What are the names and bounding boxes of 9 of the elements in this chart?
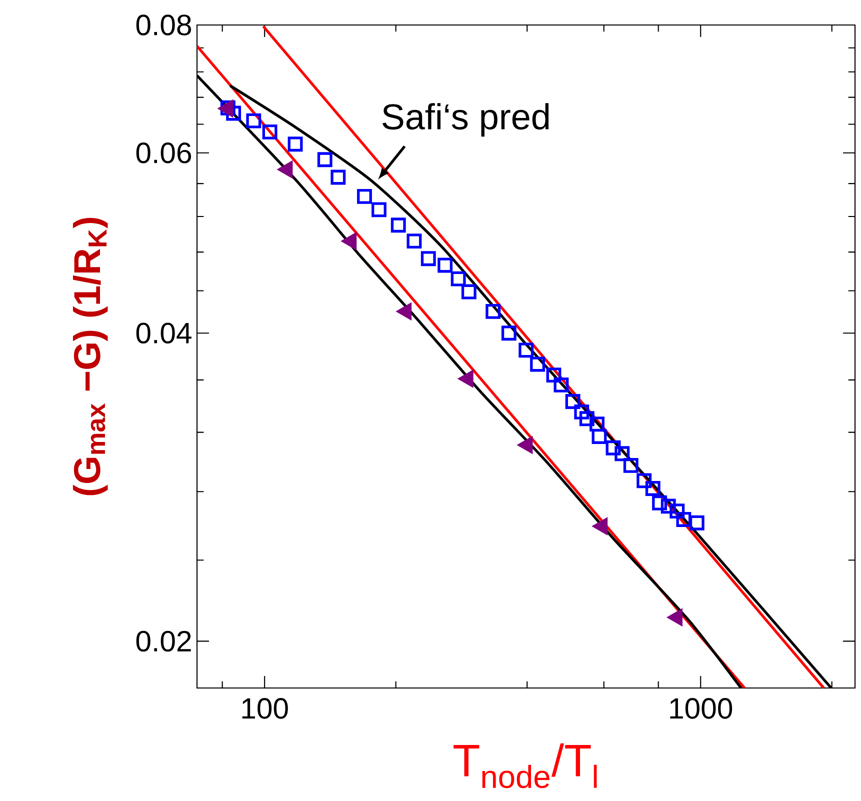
x-tick-label: 1000 (670, 698, 732, 719)
y-tick-label: 0.02 (136, 630, 191, 652)
x-axis-title: T$_{node}$/T$_{l}$ (454, 743, 597, 788)
x-tick-label: 100 (242, 698, 288, 719)
annotation: Safi‘s pred (382, 103, 549, 137)
y-tick-label: 0.08 (136, 14, 192, 36)
y-tick-label: 0.04 (136, 322, 192, 344)
y-tick-label: 0.06 (136, 142, 192, 164)
y-axis-title: (G$_{max}$ −G) (1/R$_{K}$) (72, 218, 108, 496)
